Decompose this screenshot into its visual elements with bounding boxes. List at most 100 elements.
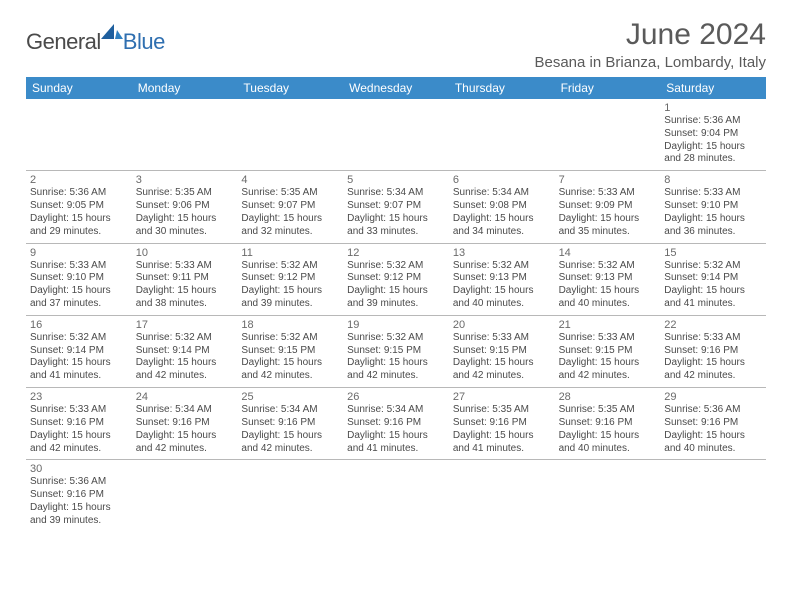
sunrise-line: Sunrise: 5:33 AM <box>453 332 551 345</box>
calendar-day: 4Sunrise: 5:35 AMSunset: 9:07 PMDaylight… <box>237 171 343 242</box>
sunrise-line: Sunrise: 5:34 AM <box>347 187 445 200</box>
daylight-line-2: and 39 minutes. <box>30 515 128 528</box>
day-number: 8 <box>664 173 762 187</box>
calendar-day: 28Sunrise: 5:35 AMSunset: 9:16 PMDayligh… <box>555 388 661 459</box>
daylight-line-1: Daylight: 15 hours <box>664 430 762 443</box>
sunrise-line: Sunrise: 5:36 AM <box>30 476 128 489</box>
sunrise-line: Sunrise: 5:32 AM <box>559 260 657 273</box>
logo-text-general: General <box>26 29 101 55</box>
calendar-day: 23Sunrise: 5:33 AMSunset: 9:16 PMDayligh… <box>26 388 132 459</box>
weekday-header: Tuesday <box>237 77 343 99</box>
daylight-line-1: Daylight: 15 hours <box>241 213 339 226</box>
day-number: 28 <box>559 390 657 404</box>
daylight-line-2: and 42 minutes. <box>30 443 128 456</box>
weekday-header: Saturday <box>660 77 766 99</box>
day-number: 15 <box>664 246 762 260</box>
day-number: 13 <box>453 246 551 260</box>
header: General Blue June 2024 Besana in Brianza… <box>26 18 766 71</box>
calendar-week: 2Sunrise: 5:36 AMSunset: 9:05 PMDaylight… <box>26 171 766 243</box>
daylight-line-2: and 41 minutes. <box>347 443 445 456</box>
daylight-line-1: Daylight: 15 hours <box>347 357 445 370</box>
daylight-line-2: and 34 minutes. <box>453 226 551 239</box>
sunrise-line: Sunrise: 5:34 AM <box>241 404 339 417</box>
daylight-line-2: and 42 minutes. <box>664 370 762 383</box>
daylight-line-2: and 40 minutes. <box>664 443 762 456</box>
calendar-day: 13Sunrise: 5:32 AMSunset: 9:13 PMDayligh… <box>449 244 555 315</box>
page-title: June 2024 <box>534 18 766 52</box>
sunrise-line: Sunrise: 5:33 AM <box>559 332 657 345</box>
day-number: 11 <box>241 246 339 260</box>
sunset-line: Sunset: 9:09 PM <box>559 200 657 213</box>
calendar-day-empty <box>449 460 555 531</box>
calendar-day: 5Sunrise: 5:34 AMSunset: 9:07 PMDaylight… <box>343 171 449 242</box>
day-number: 20 <box>453 318 551 332</box>
calendar-day: 12Sunrise: 5:32 AMSunset: 9:12 PMDayligh… <box>343 244 449 315</box>
daylight-line-1: Daylight: 15 hours <box>241 357 339 370</box>
calendar-week: 9Sunrise: 5:33 AMSunset: 9:10 PMDaylight… <box>26 244 766 316</box>
sunset-line: Sunset: 9:16 PM <box>136 417 234 430</box>
day-number: 23 <box>30 390 128 404</box>
calendar-day: 20Sunrise: 5:33 AMSunset: 9:15 PMDayligh… <box>449 316 555 387</box>
sunset-line: Sunset: 9:12 PM <box>347 272 445 285</box>
calendar-day: 7Sunrise: 5:33 AMSunset: 9:09 PMDaylight… <box>555 171 661 242</box>
sunset-line: Sunset: 9:10 PM <box>30 272 128 285</box>
day-number: 24 <box>136 390 234 404</box>
daylight-line-2: and 38 minutes. <box>136 298 234 311</box>
daylight-line-1: Daylight: 15 hours <box>347 430 445 443</box>
day-number: 4 <box>241 173 339 187</box>
daylight-line-1: Daylight: 15 hours <box>136 357 234 370</box>
daylight-line-2: and 42 minutes. <box>559 370 657 383</box>
day-number: 19 <box>347 318 445 332</box>
daylight-line-2: and 36 minutes. <box>664 226 762 239</box>
daylight-line-2: and 40 minutes. <box>453 298 551 311</box>
sunrise-line: Sunrise: 5:32 AM <box>30 332 128 345</box>
calendar-day-empty <box>555 460 661 531</box>
daylight-line-1: Daylight: 15 hours <box>241 285 339 298</box>
sunset-line: Sunset: 9:16 PM <box>664 417 762 430</box>
daylight-line-1: Daylight: 15 hours <box>453 357 551 370</box>
day-number: 9 <box>30 246 128 260</box>
daylight-line-2: and 30 minutes. <box>136 226 234 239</box>
calendar-day: 17Sunrise: 5:32 AMSunset: 9:14 PMDayligh… <box>132 316 238 387</box>
daylight-line-2: and 42 minutes. <box>136 370 234 383</box>
calendar-day: 22Sunrise: 5:33 AMSunset: 9:16 PMDayligh… <box>660 316 766 387</box>
sunset-line: Sunset: 9:14 PM <box>664 272 762 285</box>
sunrise-line: Sunrise: 5:33 AM <box>559 187 657 200</box>
logo-sail-icon <box>101 24 123 45</box>
sunrise-line: Sunrise: 5:33 AM <box>664 332 762 345</box>
sunrise-line: Sunrise: 5:32 AM <box>347 260 445 273</box>
calendar-week: 23Sunrise: 5:33 AMSunset: 9:16 PMDayligh… <box>26 388 766 460</box>
sunset-line: Sunset: 9:16 PM <box>559 417 657 430</box>
sunrise-line: Sunrise: 5:35 AM <box>241 187 339 200</box>
location: Besana in Brianza, Lombardy, Italy <box>534 54 766 71</box>
calendar-day: 14Sunrise: 5:32 AMSunset: 9:13 PMDayligh… <box>555 244 661 315</box>
calendar-day: 21Sunrise: 5:33 AMSunset: 9:15 PMDayligh… <box>555 316 661 387</box>
day-number: 29 <box>664 390 762 404</box>
calendar-week: 30Sunrise: 5:36 AMSunset: 9:16 PMDayligh… <box>26 460 766 531</box>
calendar-day-empty <box>449 99 555 170</box>
sunset-line: Sunset: 9:11 PM <box>136 272 234 285</box>
calendar-day: 27Sunrise: 5:35 AMSunset: 9:16 PMDayligh… <box>449 388 555 459</box>
logo-text-blue: Blue <box>123 29 165 55</box>
calendar: Sunday Monday Tuesday Wednesday Thursday… <box>26 77 766 532</box>
daylight-line-1: Daylight: 15 hours <box>664 285 762 298</box>
sunset-line: Sunset: 9:12 PM <box>241 272 339 285</box>
day-number: 18 <box>241 318 339 332</box>
calendar-week: 1Sunrise: 5:36 AMSunset: 9:04 PMDaylight… <box>26 99 766 171</box>
sunset-line: Sunset: 9:08 PM <box>453 200 551 213</box>
calendar-day-empty <box>237 460 343 531</box>
daylight-line-1: Daylight: 15 hours <box>453 213 551 226</box>
sunset-line: Sunset: 9:16 PM <box>30 417 128 430</box>
sunrise-line: Sunrise: 5:35 AM <box>559 404 657 417</box>
calendar-day: 2Sunrise: 5:36 AMSunset: 9:05 PMDaylight… <box>26 171 132 242</box>
sunset-line: Sunset: 9:15 PM <box>453 345 551 358</box>
calendar-day: 10Sunrise: 5:33 AMSunset: 9:11 PMDayligh… <box>132 244 238 315</box>
sunset-line: Sunset: 9:13 PM <box>559 272 657 285</box>
day-number: 7 <box>559 173 657 187</box>
day-number: 17 <box>136 318 234 332</box>
daylight-line-2: and 42 minutes. <box>241 370 339 383</box>
calendar-day: 11Sunrise: 5:32 AMSunset: 9:12 PMDayligh… <box>237 244 343 315</box>
calendar-day-empty <box>26 99 132 170</box>
daylight-line-2: and 40 minutes. <box>559 443 657 456</box>
sunrise-line: Sunrise: 5:32 AM <box>241 260 339 273</box>
